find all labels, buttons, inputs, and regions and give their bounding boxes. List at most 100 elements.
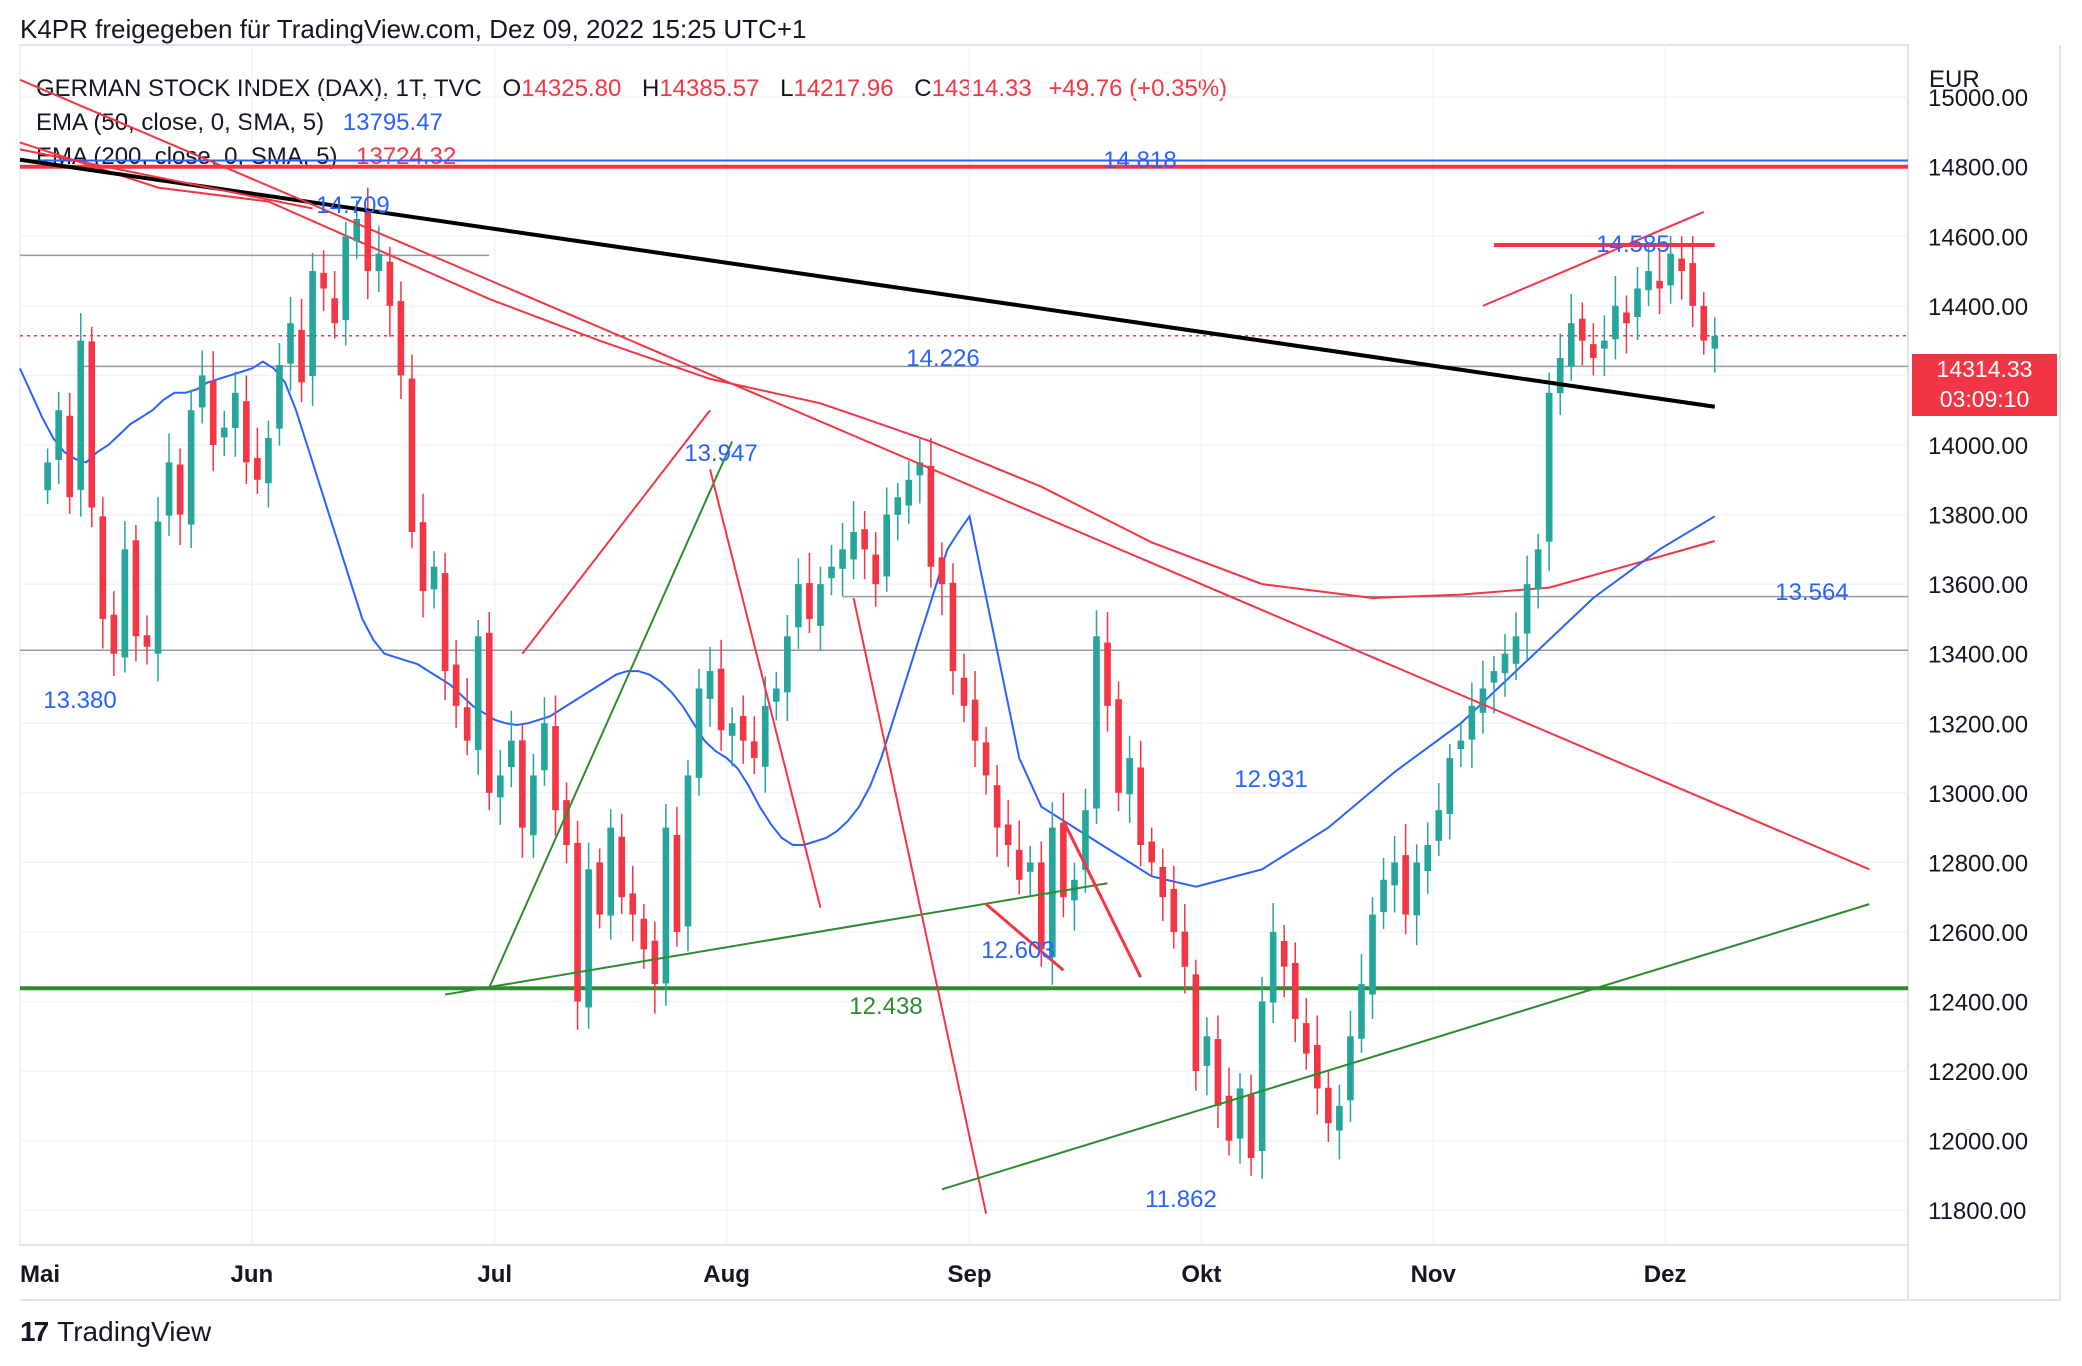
candle-body — [1358, 984, 1365, 1039]
candle-body — [574, 842, 581, 1002]
price-annotation-label: 11.862 — [1145, 1186, 1217, 1213]
candle-body — [1634, 288, 1641, 317]
ema50-row[interactable]: EMA (50, close, 0, SMA, 5) 13795.47 — [36, 106, 1227, 140]
plot-frame — [19, 44, 1909, 1246]
candle-body — [1269, 931, 1277, 1003]
y-tick-label: 13800.00 — [1928, 503, 2028, 530]
candle-body — [850, 531, 857, 560]
candle-body — [1291, 962, 1299, 1019]
candle-body — [176, 464, 184, 515]
candle-body — [1225, 1095, 1233, 1141]
candle-body — [629, 893, 637, 915]
candle-body — [772, 688, 780, 702]
low-label: L — [780, 75, 794, 102]
candle-body — [66, 415, 73, 498]
candle-body — [276, 365, 283, 429]
candle-body — [154, 521, 162, 654]
candle-body — [430, 566, 438, 590]
candle-body — [1645, 271, 1652, 291]
candle-body — [916, 462, 924, 476]
candle-body — [1380, 879, 1387, 913]
candle-body — [320, 272, 327, 289]
candle-body — [1159, 866, 1167, 898]
candle-body — [1512, 636, 1520, 664]
red-falling-line-2 — [852, 597, 988, 1214]
red-short-downtrend-line — [985, 902, 1065, 972]
candle-body — [806, 583, 813, 619]
close-label: C — [914, 75, 932, 102]
candle-body — [1093, 636, 1100, 809]
footer-brand[interactable]: 17 TradingView — [20, 1316, 211, 1348]
current-price-value: 14314.33 — [1936, 356, 2033, 382]
candle-body — [331, 298, 338, 324]
candle-body — [496, 775, 504, 798]
candle-body — [596, 862, 603, 915]
candle-body — [662, 827, 670, 984]
candle-body — [77, 340, 85, 490]
candle-body — [684, 775, 692, 927]
candle-body — [1457, 740, 1465, 749]
y-tick-label: 11800.00 — [1928, 1198, 2026, 1225]
candle-body — [795, 584, 802, 628]
red-rally-channel-line — [521, 409, 711, 655]
candle-body — [1071, 879, 1078, 901]
candle-body — [750, 741, 758, 759]
chart-share-title: K4PR freigegeben für TradingView.com, De… — [20, 14, 807, 44]
candle-body — [519, 740, 526, 828]
candle-body — [1137, 767, 1144, 845]
candle-body — [1601, 340, 1608, 349]
candle-body — [552, 726, 559, 811]
candle-body — [894, 497, 902, 515]
candle-body — [607, 827, 615, 916]
green-rally-line — [488, 441, 734, 989]
bar-countdown: 03:09:10 — [1939, 386, 2030, 412]
candle-body — [905, 479, 913, 506]
candle-body — [1711, 335, 1719, 349]
candle-body — [1556, 358, 1564, 394]
candle-body — [1490, 671, 1498, 683]
candle-body — [1523, 584, 1531, 634]
candle-body — [1170, 888, 1178, 932]
candle-body — [353, 218, 361, 242]
candle-body — [673, 834, 681, 932]
candle-body — [1667, 253, 1674, 286]
candle-body — [1126, 758, 1133, 795]
candle-body — [220, 427, 228, 438]
candle-body — [121, 549, 129, 658]
candle-body — [386, 261, 394, 306]
candle-body — [1402, 855, 1409, 915]
x-tick-label: Mai — [20, 1261, 60, 1288]
candle-body — [1391, 862, 1398, 886]
candle-body — [1313, 1045, 1321, 1089]
candle-body — [1181, 931, 1189, 967]
candle-body — [1623, 312, 1630, 324]
candle-body — [231, 392, 239, 428]
candle-body — [265, 438, 272, 484]
x-tick-label: Aug — [703, 1261, 750, 1288]
candle-body — [938, 557, 946, 585]
ema50-value: 13795.47 — [342, 109, 443, 136]
price-annotation-label: 14.818 — [1103, 147, 1176, 174]
y-tick-label: 15000.00 — [1928, 85, 2028, 112]
x-tick-label: Dez — [1644, 1261, 1687, 1288]
candle-body — [1280, 941, 1288, 967]
candle-body — [452, 664, 460, 706]
candle-body — [971, 699, 979, 741]
red-falling-line-1 — [709, 469, 822, 908]
y-tick-label: 12200.00 — [1928, 1059, 2028, 1086]
candle-body — [44, 462, 51, 491]
candle-body — [1534, 549, 1542, 590]
current-price-marker: 14314.33 03:09:10 — [1912, 354, 2057, 416]
candle-body — [927, 465, 935, 567]
candle-body — [1435, 810, 1443, 841]
candle-body — [872, 554, 879, 585]
candle-body — [1037, 862, 1045, 950]
y-tick-label: 12400.00 — [1928, 990, 2028, 1017]
candle-body — [198, 375, 206, 408]
candle-body — [209, 380, 217, 445]
ema50-label[interactable]: EMA (50, close, 0, SMA, 5) — [36, 109, 325, 136]
y-tick-label: 12600.00 — [1928, 920, 2028, 947]
candle-body — [1700, 305, 1708, 341]
price-annotation-label: 13.380 — [43, 687, 116, 714]
